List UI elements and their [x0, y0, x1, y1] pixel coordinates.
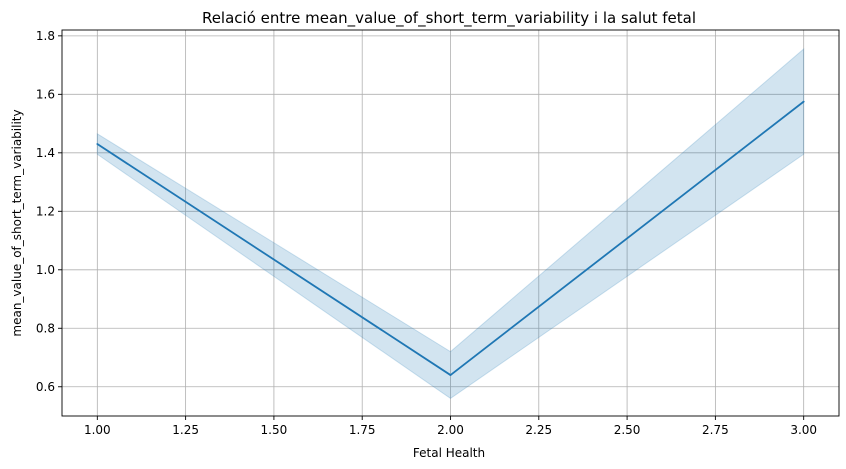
x-tick-label: 2.75 [702, 423, 729, 437]
y-tick-label: 1.0 [36, 263, 55, 277]
confidence-band [96, 47, 805, 400]
confidence-band-area [96, 47, 805, 400]
x-tick-label: 1.50 [261, 423, 288, 437]
y-tick-label: 1.6 [36, 87, 55, 101]
x-axis-ticks: 1.00 1.25 1.50 1.75 2.00 2.25 2.50 2.75 3.00 [84, 416, 817, 437]
x-tick-label: 2.50 [614, 423, 641, 437]
grid [62, 30, 839, 416]
data-point [802, 100, 805, 103]
x-tick-label: 1.25 [172, 423, 199, 437]
y-tick-label: 0.8 [36, 321, 55, 335]
x-tick-label: 2.25 [525, 423, 552, 437]
y-tick-label: 1.8 [36, 29, 55, 43]
y-axis-ticks: 0.6 0.8 1.0 1.2 1.4 1.6 1.8 [36, 29, 62, 394]
data-point [449, 374, 452, 376]
x-axis-label: Fetal Health [413, 446, 485, 460]
data-point [96, 143, 99, 145]
chart-title: Relació entre mean_value_of_short_term_v… [202, 9, 696, 28]
x-tick-label: 3.00 [790, 423, 817, 437]
x-tick-label: 1.75 [349, 423, 376, 437]
y-tick-label: 1.2 [36, 204, 55, 218]
x-tick-label: 2.00 [437, 423, 464, 437]
y-axis-label: mean_value_of_short_term_variability [10, 109, 24, 336]
y-tick-label: 0.6 [36, 380, 55, 394]
y-tick-label: 1.4 [36, 146, 55, 160]
x-tick-label: 1.00 [84, 423, 111, 437]
series-lines [96, 100, 805, 376]
